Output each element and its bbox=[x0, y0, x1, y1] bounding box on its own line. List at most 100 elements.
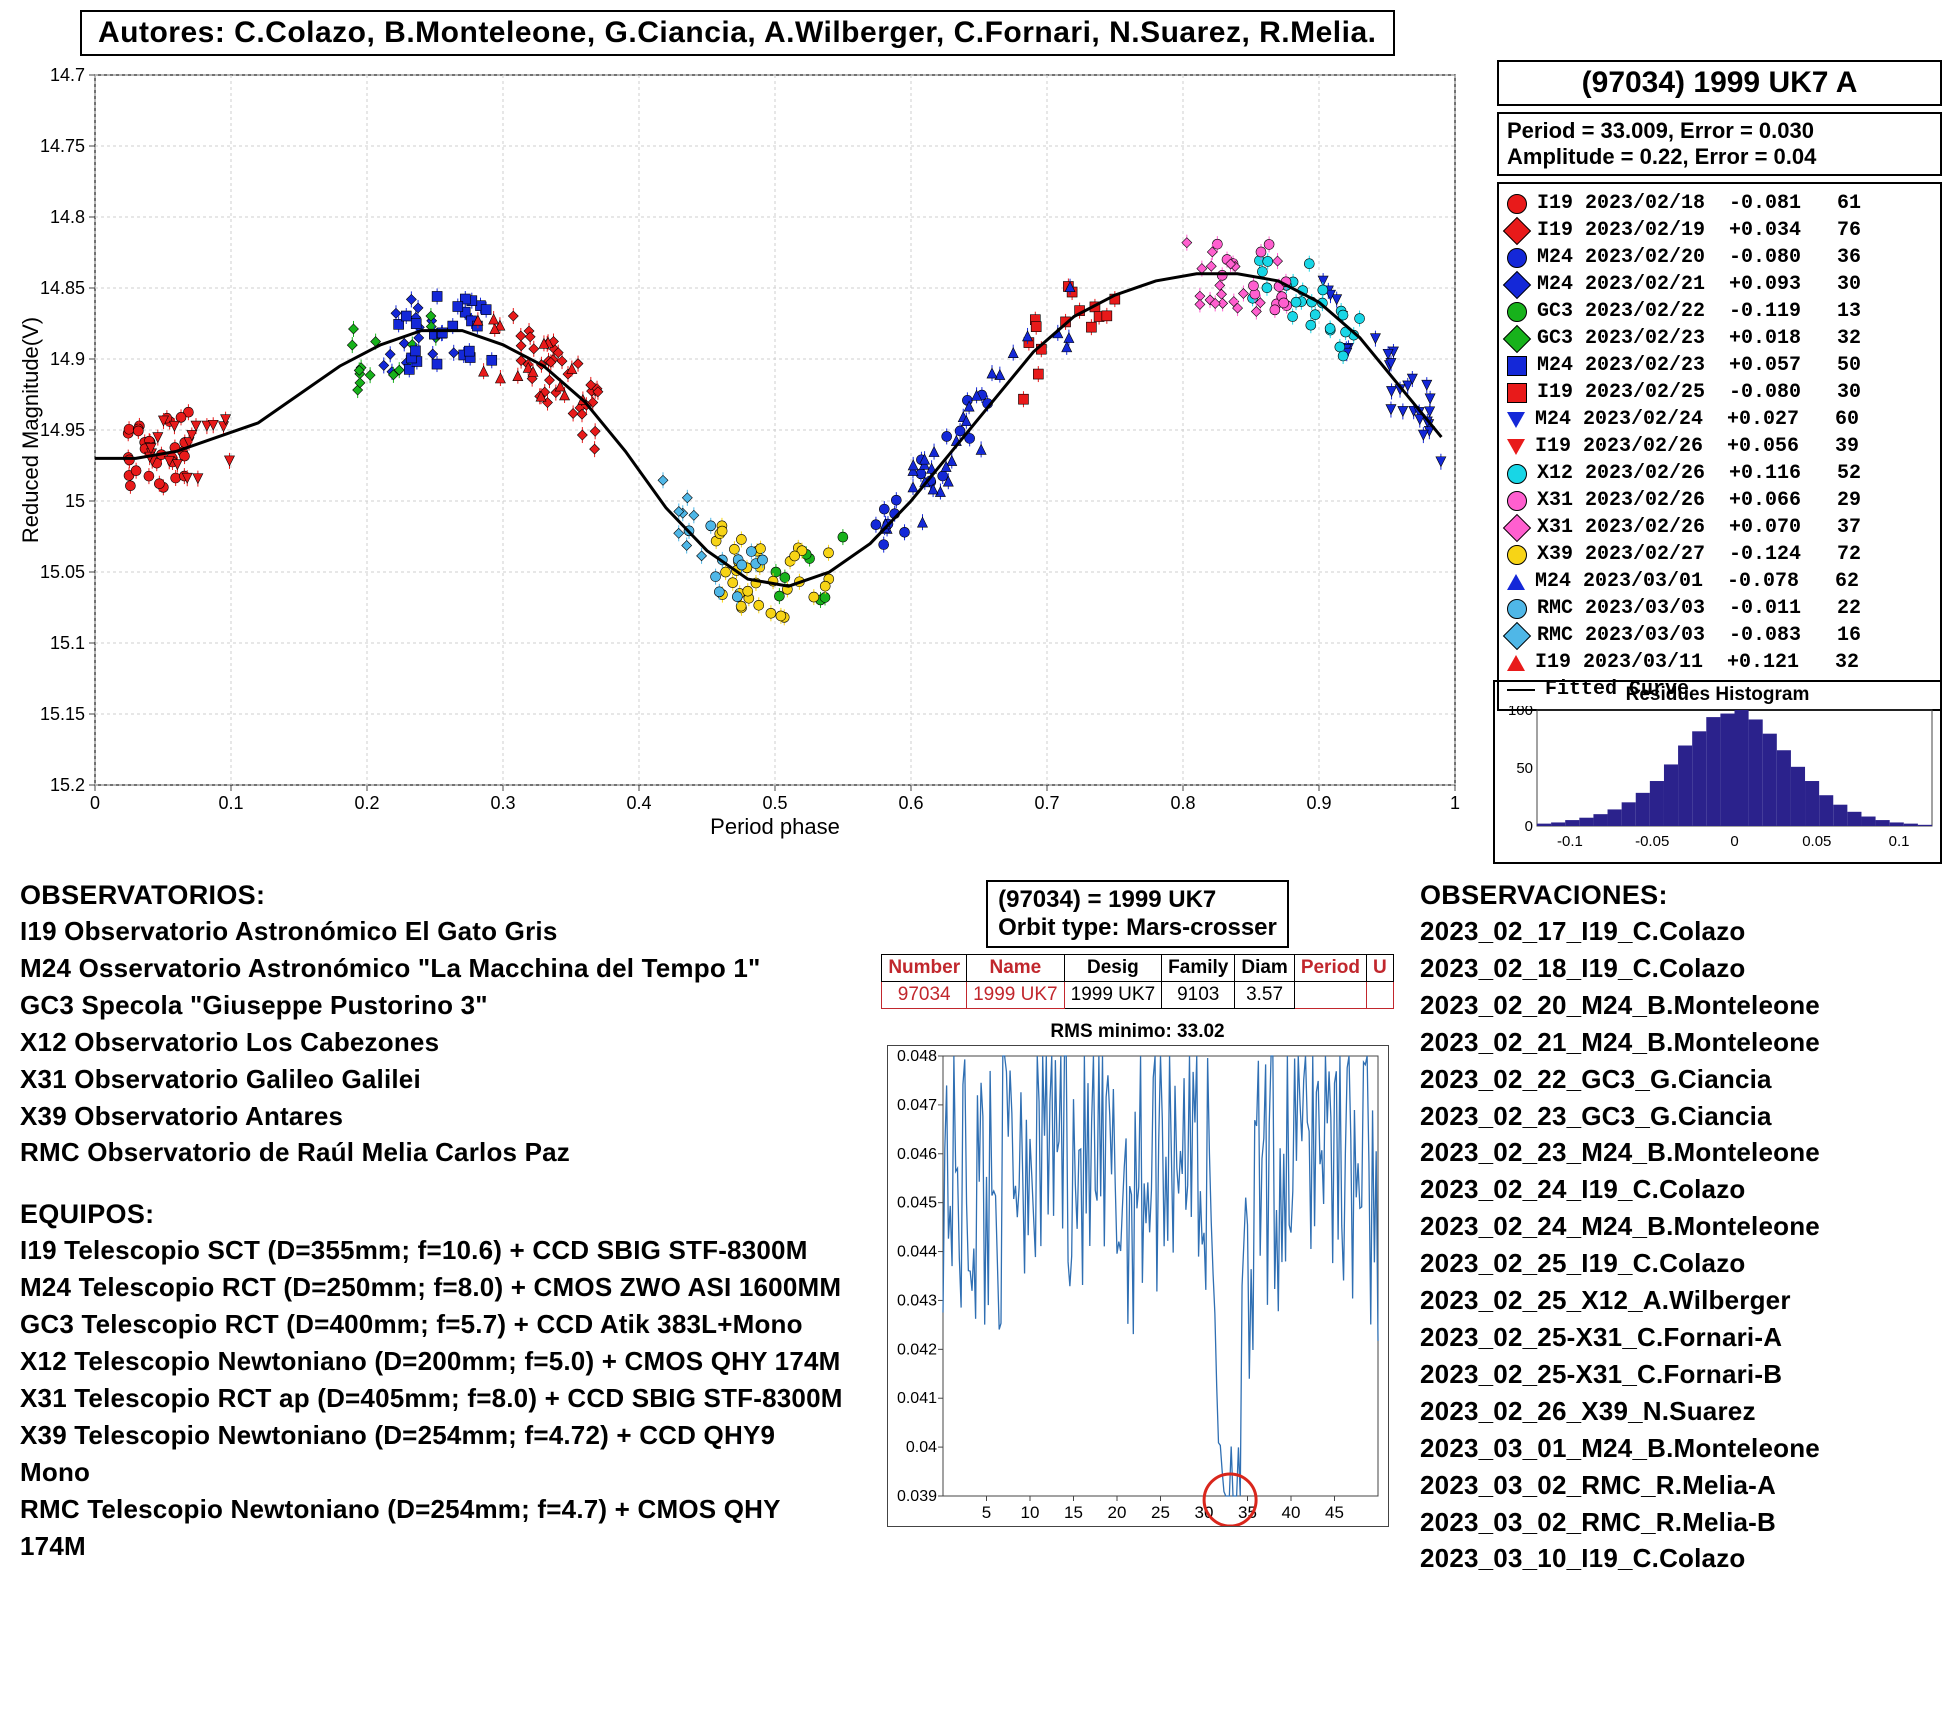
svg-text:14.9: 14.9 bbox=[50, 349, 85, 369]
svg-text:0.9: 0.9 bbox=[1306, 793, 1331, 813]
period-box: Period = 33.009, Error = 0.030 Amplitude… bbox=[1497, 112, 1942, 176]
svg-text:-0.05: -0.05 bbox=[1635, 833, 1669, 850]
list-item: X12 Telescopio Newtoniano (D=200mm; f=5.… bbox=[20, 1343, 850, 1380]
svg-text:0.8: 0.8 bbox=[1170, 793, 1195, 813]
svg-text:0.042: 0.042 bbox=[896, 1341, 936, 1358]
legend-item: M24 2023/02/20 -0.080 36 bbox=[1507, 244, 1932, 271]
svg-text:20: 20 bbox=[1107, 1503, 1126, 1522]
svg-text:0.045: 0.045 bbox=[896, 1195, 936, 1212]
list-item: 2023_03_02_RMC_R.Melia-A bbox=[1420, 1467, 1940, 1504]
svg-text:0.4: 0.4 bbox=[626, 793, 651, 813]
svg-text:100: 100 bbox=[1508, 706, 1533, 719]
observatorios-list: I19 Observatorio Astronómico El Gato Gri… bbox=[20, 913, 850, 1171]
svg-text:0: 0 bbox=[90, 793, 100, 813]
list-item: 2023_02_23_GC3_G.Ciancia bbox=[1420, 1098, 1940, 1135]
svg-text:14.8: 14.8 bbox=[50, 207, 85, 227]
right-column: OBSERVACIONES: 2023_02_17_I19_C.Colazo20… bbox=[1420, 880, 1940, 1577]
svg-text:45: 45 bbox=[1325, 1503, 1344, 1522]
list-item: 2023_02_25-X31_C.Fornari-B bbox=[1420, 1356, 1940, 1393]
list-item: 2023_02_22_GC3_G.Ciancia bbox=[1420, 1061, 1940, 1098]
svg-text:0.5: 0.5 bbox=[762, 793, 787, 813]
svg-text:14.95: 14.95 bbox=[40, 420, 85, 440]
period-line2: Amplitude = 0.22, Error = 0.04 bbox=[1507, 144, 1932, 170]
svg-text:15: 15 bbox=[65, 491, 85, 511]
svg-text:10: 10 bbox=[1020, 1503, 1039, 1522]
svg-text:14.7: 14.7 bbox=[50, 65, 85, 85]
list-item: X31 Observatorio Galileo Galilei bbox=[20, 1061, 850, 1098]
legend-item: GC3 2023/02/23 +0.018 32 bbox=[1507, 325, 1932, 352]
list-item: 2023_02_25_X12_A.Wilberger bbox=[1420, 1282, 1940, 1319]
list-item: RMC Observatorio de Raúl Melia Carlos Pa… bbox=[20, 1134, 850, 1171]
legend-item: I19 2023/02/25 -0.080 30 bbox=[1507, 379, 1932, 406]
orbit-info-box: (97034) = 1999 UK7 Orbit type: Mars-cros… bbox=[986, 880, 1289, 948]
list-item: GC3 Telescopio RCT (D=400mm; f=5.7) + CC… bbox=[20, 1306, 850, 1343]
svg-text:0.1: 0.1 bbox=[218, 793, 243, 813]
legend-item: I19 2023/02/26 +0.056 39 bbox=[1507, 433, 1932, 460]
list-item: 2023_02_24_M24_B.Monteleone bbox=[1420, 1208, 1940, 1245]
svg-text:1: 1 bbox=[1450, 793, 1460, 813]
svg-text:15.15: 15.15 bbox=[40, 704, 85, 724]
svg-text:0.6: 0.6 bbox=[898, 793, 923, 813]
list-item: M24 Telescopio RCT (D=250mm; f=8.0) + CM… bbox=[20, 1269, 850, 1306]
equipos-head: EQUIPOS: bbox=[20, 1199, 850, 1230]
svg-text:0.047: 0.047 bbox=[896, 1097, 936, 1114]
list-item: 2023_02_20_M24_B.Monteleone bbox=[1420, 987, 1940, 1024]
svg-text:0.7: 0.7 bbox=[1034, 793, 1059, 813]
legend-box: I19 2023/02/18 -0.081 61I19 2023/02/19 +… bbox=[1497, 182, 1942, 711]
legend-item: RMC 2023/03/03 -0.083 16 bbox=[1507, 622, 1932, 649]
svg-text:-0.1: -0.1 bbox=[1557, 833, 1583, 850]
observaciones-head: OBSERVACIONES: bbox=[1420, 880, 1940, 911]
svg-text:15: 15 bbox=[1064, 1503, 1083, 1522]
observaciones-list: 2023_02_17_I19_C.Colazo2023_02_18_I19_C.… bbox=[1420, 913, 1940, 1577]
middle-column: (97034) = 1999 UK7 Orbit type: Mars-cros… bbox=[880, 880, 1395, 1529]
legend-item: M24 2023/02/21 +0.093 30 bbox=[1507, 271, 1932, 298]
svg-text:0.046: 0.046 bbox=[896, 1146, 936, 1163]
list-item: 2023_03_02_RMC_R.Melia-B bbox=[1420, 1504, 1940, 1541]
left-column: OBSERVATORIOS: I19 Observatorio Astronóm… bbox=[20, 880, 850, 1565]
svg-text:14.75: 14.75 bbox=[40, 136, 85, 156]
orbit-line2: Orbit type: Mars-crosser bbox=[998, 914, 1277, 942]
orbit-line1: (97034) = 1999 UK7 bbox=[998, 886, 1277, 914]
legend-item: RMC 2023/03/03 -0.011 22 bbox=[1507, 595, 1932, 622]
legend-item: M24 2023/03/01 -0.078 62 bbox=[1507, 568, 1932, 595]
svg-text:0.1: 0.1 bbox=[1889, 833, 1910, 850]
list-item: 2023_02_17_I19_C.Colazo bbox=[1420, 913, 1940, 950]
svg-text:0.048: 0.048 bbox=[896, 1048, 936, 1065]
list-item: X12 Observatorio Los Cabezones bbox=[20, 1024, 850, 1061]
svg-text:0.04: 0.04 bbox=[905, 1439, 936, 1456]
list-item: X39 Telescopio Newtoniano (D=254mm; f=4.… bbox=[20, 1417, 850, 1491]
list-item: 2023_02_24_I19_C.Colazo bbox=[1420, 1171, 1940, 1208]
list-item: 2023_02_18_I19_C.Colazo bbox=[1420, 950, 1940, 987]
legend-item: M24 2023/02/23 +0.057 50 bbox=[1507, 352, 1932, 379]
svg-text:15.1: 15.1 bbox=[50, 633, 85, 653]
hist-title: Residues Histogram bbox=[1495, 682, 1940, 706]
svg-text:0: 0 bbox=[1525, 818, 1533, 835]
svg-text:5: 5 bbox=[981, 1503, 990, 1522]
list-item: 2023_02_26_X39_N.Suarez bbox=[1420, 1393, 1940, 1430]
residues-histogram: Residues Histogram 050100-0.1-0.0500.050… bbox=[1493, 680, 1942, 864]
svg-text:50: 50 bbox=[1516, 760, 1533, 777]
list-item: X31 Telescopio RCT ap (D=405mm; f=8.0) +… bbox=[20, 1380, 850, 1417]
legend-item: X39 2023/02/27 -0.124 72 bbox=[1507, 541, 1932, 568]
asteroid-title: (97034) 1999 UK7 A bbox=[1497, 60, 1942, 106]
list-item: RMC Telescopio Newtoniano (D=254mm; f=4.… bbox=[20, 1491, 850, 1565]
list-item: 2023_02_25_I19_C.Colazo bbox=[1420, 1245, 1940, 1282]
list-item: GC3 Specola "Giuseppe Pustorino 3" bbox=[20, 987, 850, 1024]
legend-item: X12 2023/02/26 +0.116 52 bbox=[1507, 460, 1932, 487]
svg-text:Reduced Magnitude(V): Reduced Magnitude(V) bbox=[20, 317, 43, 543]
list-item: I19 Observatorio Astronómico El Gato Gri… bbox=[20, 913, 850, 950]
list-item: 2023_02_23_M24_B.Monteleone bbox=[1420, 1134, 1940, 1171]
list-item: I19 Telescopio SCT (D=355mm; f=10.6) + C… bbox=[20, 1232, 850, 1269]
svg-text:40: 40 bbox=[1281, 1503, 1300, 1522]
legend-item: X31 2023/02/26 +0.070 37 bbox=[1507, 514, 1932, 541]
svg-text:0.3: 0.3 bbox=[490, 793, 515, 813]
svg-text:0.044: 0.044 bbox=[896, 1244, 936, 1261]
legend-item: I19 2023/02/18 -0.081 61 bbox=[1507, 190, 1932, 217]
svg-text:15.05: 15.05 bbox=[40, 562, 85, 582]
svg-text:0.043: 0.043 bbox=[896, 1292, 936, 1309]
legend-item: X31 2023/02/26 +0.066 29 bbox=[1507, 487, 1932, 514]
svg-text:0.039: 0.039 bbox=[896, 1488, 936, 1505]
svg-text:15.2: 15.2 bbox=[50, 775, 85, 795]
svg-text:0: 0 bbox=[1730, 833, 1738, 850]
svg-text:14.85: 14.85 bbox=[40, 278, 85, 298]
